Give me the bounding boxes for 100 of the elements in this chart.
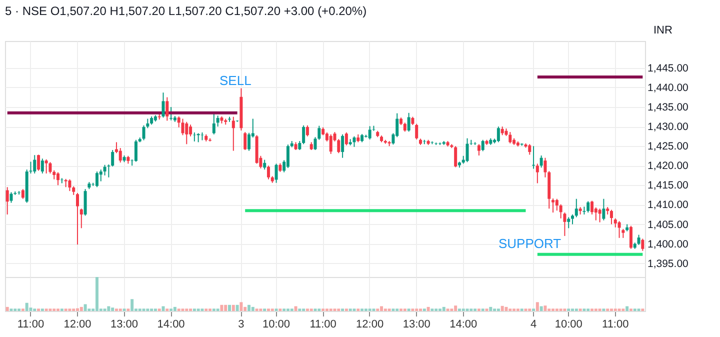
candlestick bbox=[544, 157, 547, 178]
x-tick-label: 11:00 bbox=[602, 318, 629, 330]
candlestick bbox=[68, 178, 72, 192]
candlestick bbox=[474, 142, 477, 146]
bar bbox=[95, 277, 98, 311]
candlestick bbox=[185, 121, 188, 145]
candlestick bbox=[344, 132, 348, 146]
candlestick bbox=[107, 164, 110, 178]
candlestick bbox=[454, 146, 458, 168]
candlestick bbox=[274, 163, 278, 184]
candlestick bbox=[10, 192, 13, 204]
candlestick bbox=[95, 171, 98, 188]
bar bbox=[240, 302, 243, 311]
x-tick-label: 14:00 bbox=[157, 318, 185, 330]
candlestick bbox=[629, 225, 632, 250]
candlestick bbox=[302, 124, 306, 145]
bar bbox=[220, 304, 224, 311]
candlestick bbox=[181, 118, 184, 136]
candlestick bbox=[528, 144, 532, 156]
y-tick-label: 1,405.00 bbox=[648, 218, 689, 231]
candlestick bbox=[481, 139, 484, 152]
candlestick bbox=[508, 132, 512, 144]
bar bbox=[228, 304, 232, 311]
bar bbox=[380, 306, 384, 311]
candlestick bbox=[21, 188, 24, 200]
y-tick-label: 1,400.00 bbox=[648, 238, 689, 250]
bar bbox=[80, 306, 83, 311]
candlestick bbox=[555, 198, 558, 212]
y-tick-label: 1,435.00 bbox=[648, 102, 689, 114]
x-tick-label: 11:00 bbox=[17, 318, 44, 330]
candlestick bbox=[134, 139, 138, 162]
x-tick-label: 13:00 bbox=[110, 318, 138, 330]
candlestick bbox=[244, 132, 247, 151]
candlestick bbox=[247, 132, 250, 152]
candlestick bbox=[559, 204, 562, 219]
candlestick bbox=[76, 192, 79, 246]
candlestick bbox=[44, 158, 48, 174]
x-tick-label: 12:00 bbox=[64, 318, 92, 330]
x-tick-label: 4 bbox=[530, 318, 537, 330]
candlestick bbox=[496, 126, 500, 143]
bar bbox=[442, 306, 446, 311]
candlestick bbox=[552, 198, 555, 214]
y-tick-label: 1,415.00 bbox=[648, 180, 689, 192]
bar bbox=[489, 306, 492, 311]
candlestick bbox=[590, 200, 594, 215]
candlestick bbox=[567, 216, 570, 229]
bar bbox=[232, 304, 235, 311]
bar bbox=[6, 306, 9, 311]
bar bbox=[247, 304, 250, 311]
candlestick bbox=[368, 126, 372, 140]
candlestick bbox=[618, 220, 621, 238]
y-tick-label: 1,395.00 bbox=[648, 258, 689, 270]
x-tick-label: 13:00 bbox=[402, 318, 430, 330]
candlestick bbox=[6, 186, 9, 215]
candlestick bbox=[166, 96, 169, 122]
candlestick bbox=[40, 158, 44, 174]
candlestick bbox=[170, 106, 173, 121]
candlestick bbox=[80, 208, 83, 229]
bar bbox=[536, 302, 539, 311]
bar bbox=[626, 306, 629, 311]
chart-title: 5 · NSE O1,507.20 H1,507.20 L1,507.20 C1,507.20 +3.00 (+0.20%) bbox=[5, 4, 367, 18]
candlestick bbox=[329, 134, 332, 154]
bar bbox=[251, 306, 254, 311]
candlestick bbox=[263, 159, 266, 170]
bar bbox=[294, 306, 298, 311]
y-axis-title: INR bbox=[654, 24, 672, 36]
bar bbox=[107, 306, 110, 311]
candlestick bbox=[56, 172, 60, 186]
candlestick bbox=[586, 200, 590, 214]
bar bbox=[426, 306, 430, 311]
candlestick bbox=[477, 144, 480, 156]
candlestick bbox=[602, 198, 606, 221]
candlestick bbox=[407, 112, 410, 132]
candlestick bbox=[118, 148, 122, 164]
candlestick bbox=[641, 238, 644, 252]
bar bbox=[173, 306, 176, 311]
candlestick bbox=[189, 124, 192, 137]
candlestick bbox=[337, 138, 340, 154]
bar bbox=[84, 304, 87, 311]
x-tick-label: 10:00 bbox=[554, 318, 582, 330]
candlestick bbox=[286, 144, 290, 168]
candlestick bbox=[33, 154, 36, 174]
candlestick bbox=[216, 115, 220, 128]
y-tick-label: 1,445.00 bbox=[648, 62, 689, 74]
y-tick-label: 1,425.00 bbox=[648, 140, 689, 153]
bar bbox=[76, 308, 79, 311]
y-tick-label: 1,430.00 bbox=[648, 121, 689, 134]
candlestick bbox=[637, 234, 640, 246]
x-tick-label: 3 bbox=[238, 318, 244, 330]
candlestick bbox=[341, 134, 344, 158]
y-tick-label: 1,420.00 bbox=[648, 160, 689, 172]
candlestick bbox=[111, 150, 114, 167]
bar bbox=[544, 306, 547, 311]
bar bbox=[540, 306, 543, 311]
bar bbox=[162, 306, 165, 311]
candlestick bbox=[610, 209, 613, 225]
candlestick bbox=[103, 164, 106, 176]
candlestick bbox=[84, 188, 87, 216]
y-tick-label: 1,440.00 bbox=[648, 82, 689, 94]
candlestick bbox=[266, 165, 270, 180]
